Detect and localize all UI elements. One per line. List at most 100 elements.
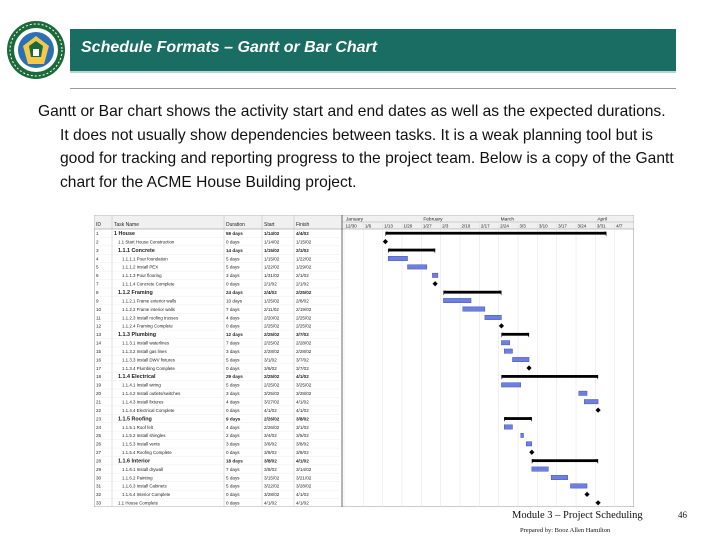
- task-id: 1: [96, 231, 99, 236]
- task-start: 2/25/02: [264, 341, 280, 346]
- task-finish: 1/29/02: [296, 265, 312, 270]
- column-header: ID: [96, 222, 101, 228]
- timescale-week: 2/17: [481, 224, 490, 229]
- task-start: 3/6/02: [264, 442, 277, 447]
- task-start: 2/1/02: [264, 282, 277, 287]
- task-name: 1.1.6 Interior: [118, 458, 151, 464]
- task-name: 1.1.2.3 Install roofing trusses: [122, 315, 179, 320]
- task-duration: 4 days: [226, 399, 240, 404]
- task-id: 11: [96, 315, 101, 320]
- task-id: 6: [96, 273, 99, 278]
- task-start: 2/26/02: [264, 416, 280, 421]
- summary-bar-end-cap: [529, 417, 532, 422]
- summary-bar-end-cap: [595, 375, 599, 380]
- task-duration: 59 days: [226, 231, 243, 236]
- task-finish: 3/7/02: [296, 357, 309, 362]
- task-name: 1.1.3 Plumbing: [118, 332, 156, 338]
- task-duration: 5 days: [226, 265, 240, 270]
- task-finish: 2/19/02: [296, 307, 312, 312]
- summary-bar: [385, 231, 607, 235]
- task-bar: [584, 399, 599, 405]
- task-id: 9: [96, 298, 99, 303]
- task-finish: 4/1/02: [296, 374, 309, 379]
- timescale-month: January: [346, 217, 364, 223]
- summary-bar-start-cap: [504, 417, 507, 422]
- timescale-week: 1/20: [404, 224, 413, 229]
- task-finish: 3/14/02: [296, 467, 312, 472]
- summary-bar-end-cap: [595, 459, 599, 464]
- task-id: 30: [96, 475, 102, 480]
- slide-title: Schedule Formats – Gantt or Bar Chart: [81, 39, 378, 56]
- task-start: 2/26/02: [264, 425, 280, 430]
- timescale-week: 12/30: [346, 224, 358, 229]
- timescale-week: 2/24: [500, 224, 509, 229]
- task-start: 3/4/02: [264, 433, 277, 438]
- task-start: 4/1/02: [264, 501, 277, 506]
- task-finish: 3/28/02: [296, 391, 312, 396]
- summary-bar: [501, 332, 530, 336]
- task-start: 2/28/02: [264, 349, 280, 354]
- task-name: 1.1.2.2 Frame interior walls: [122, 307, 176, 312]
- task-id: 5: [96, 265, 99, 270]
- milestone-marker: [595, 500, 601, 506]
- timescale-week: 1/27: [423, 224, 432, 229]
- timescale-week: 3/17: [558, 224, 567, 229]
- task-bar: [443, 298, 472, 304]
- column-header: Finish: [296, 222, 310, 228]
- summary-bar-start-cap: [501, 375, 504, 380]
- timescale-week: 3/24: [578, 224, 587, 229]
- task-start: 3/27/02: [264, 399, 280, 404]
- timescale-week: 1/13: [384, 224, 393, 229]
- task-finish: 3/21/02: [296, 475, 312, 480]
- summary-bar-start-cap: [388, 248, 391, 254]
- timescale-week: 3/10: [539, 224, 548, 229]
- task-bar: [512, 357, 530, 362]
- task-name: 1.1.4 Electrical: [118, 374, 156, 380]
- task-finish: 3/8/02: [296, 442, 309, 447]
- footer-module: Module 3 – Project Scheduling: [512, 510, 643, 521]
- body-text: Gantt or Bar chart shows the activity st…: [38, 100, 678, 194]
- task-name: 1.1.2.4 Framing Complete: [122, 324, 173, 329]
- task-finish: 3/7/02: [296, 332, 309, 337]
- summary-bar: [501, 375, 599, 378]
- task-start: 3/8/02: [264, 450, 277, 455]
- page-number: 46: [678, 510, 687, 520]
- milestone-marker: [382, 239, 389, 245]
- task-duration: 4 days: [226, 315, 240, 320]
- task-name: 1.1.3.3 Install DWV fixtures: [122, 357, 176, 362]
- timescale-week: 1/6: [365, 224, 372, 229]
- task-start: 2/20/02: [264, 315, 280, 320]
- task-duration: 5 days: [226, 484, 240, 489]
- task-bar: [570, 483, 588, 489]
- task-finish: 4/1/02: [296, 501, 309, 506]
- task-duration: 3 days: [226, 349, 240, 354]
- task-name: 1 House: [114, 231, 135, 237]
- task-name: 1.1.1.4 Concrete Complete: [122, 282, 175, 287]
- task-start: 1/25/02: [264, 298, 280, 303]
- task-id: 33: [96, 501, 102, 506]
- task-finish: 4/1/02: [296, 408, 309, 413]
- timescale-week: 3/31: [597, 224, 606, 229]
- task-finish: 3/8/02: [296, 450, 309, 455]
- task-finish: 2/25/02: [296, 315, 312, 320]
- task-id: 31: [96, 484, 102, 489]
- task-duration: 5 days: [226, 475, 240, 480]
- task-id: 16: [96, 357, 102, 362]
- column-header: Task Name: [114, 222, 139, 228]
- gantt-frame: [94, 215, 634, 507]
- column-header: Start: [264, 222, 275, 228]
- task-id: 20: [96, 391, 102, 396]
- timescale-week: 4/7: [616, 224, 623, 229]
- task-id: 3: [96, 248, 99, 253]
- task-finish: 1/22/02: [296, 256, 312, 261]
- task-start: 3/25/02: [264, 391, 280, 396]
- task-id: 26: [96, 442, 102, 447]
- task-id: 7: [96, 282, 99, 287]
- task-id: 29: [96, 467, 102, 472]
- timescale-month: March: [501, 217, 515, 223]
- task-duration: 0 days: [226, 492, 240, 497]
- task-name: 1.1.5.4 Roofing Complete: [122, 450, 172, 455]
- milestone-marker: [529, 449, 535, 455]
- summary-bar: [504, 417, 532, 420]
- task-start: 1/15/02: [264, 248, 280, 253]
